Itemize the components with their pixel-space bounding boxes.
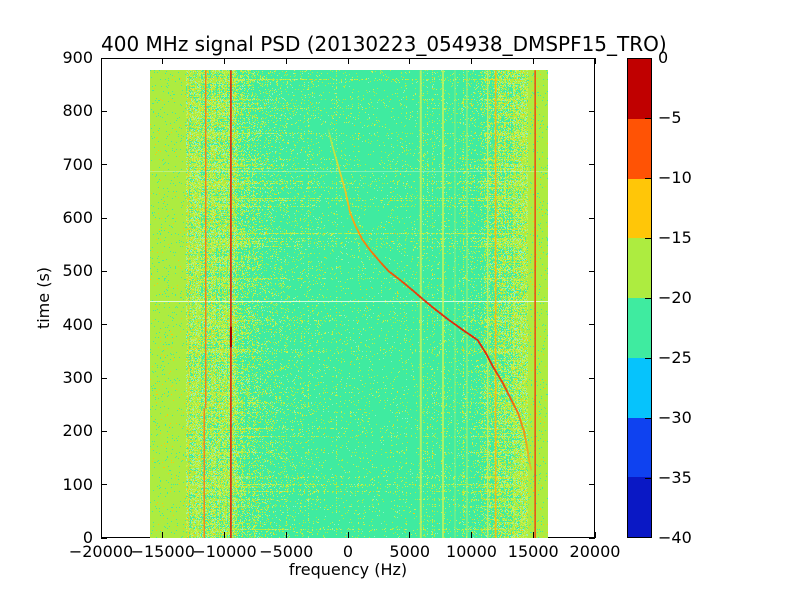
y-tick-mark (589, 537, 595, 539)
x-tick-label: 15000 (507, 542, 559, 561)
y-tick-mark (589, 217, 595, 219)
y-tick-label: 400 (62, 314, 93, 334)
x-tick-mark (162, 58, 164, 64)
y-tick-label: 900 (62, 48, 93, 67)
x-tick-label: −10000 (192, 542, 257, 561)
x-tick-label: 20000 (569, 542, 621, 561)
y-tick-mark (101, 217, 107, 219)
y-tick-mark (101, 164, 107, 166)
y-tick-mark (101, 484, 107, 486)
colorbar-tick-label: −35 (658, 468, 692, 487)
y-tick-mark (589, 430, 595, 432)
x-tick-mark (594, 532, 596, 538)
colorbar-tick-mark (645, 297, 651, 299)
y-tick-mark (101, 57, 107, 59)
x-tick-mark (100, 58, 102, 64)
y-tick-label: 500 (62, 261, 93, 281)
colorbar-segment (628, 357, 651, 418)
y-tick-mark (101, 430, 107, 432)
y-tick-mark (589, 270, 595, 272)
y-tick-mark (589, 57, 595, 59)
colorbar-tick-label: −15 (658, 228, 692, 247)
colorbar-tick-label: −10 (658, 168, 692, 187)
y-tick-mark (589, 377, 595, 379)
y-tick-mark (589, 484, 595, 486)
colorbar-segment (628, 417, 651, 478)
x-tick-mark (532, 58, 534, 64)
colorbar-tick-label: −25 (658, 348, 692, 367)
y-tick-mark (101, 537, 107, 539)
y-tick-label: 100 (62, 474, 93, 494)
colorbar-tick-label: −5 (658, 108, 682, 127)
x-tick-label: −5000 (259, 542, 314, 561)
x-tick-label: −20000 (68, 542, 134, 561)
colorbar-segment (628, 178, 651, 239)
colorbar-segment (628, 238, 651, 298)
colorbar-segment (628, 118, 651, 179)
x-tick-mark (471, 58, 472, 64)
spectrogram-image (150, 70, 548, 538)
colorbar-segment (628, 59, 651, 119)
x-tick-mark (594, 58, 596, 64)
x-tick-mark (285, 532, 287, 538)
colorbar-tick-mark (645, 477, 651, 479)
y-tick-label: 600 (62, 208, 93, 227)
colorbar-tick-mark (645, 177, 651, 179)
x-axis-label: frequency (Hz) (288, 560, 408, 579)
x-tick-mark (347, 58, 349, 64)
x-tick-mark (409, 532, 411, 538)
x-tick-label: −15000 (130, 542, 195, 561)
x-tick-mark (100, 532, 102, 538)
colorbar-tick-label: −40 (658, 528, 692, 547)
colorbar-tick-label: −20 (658, 288, 692, 307)
x-tick-mark (532, 532, 534, 538)
x-tick-mark (162, 532, 164, 538)
colorbar (627, 58, 652, 538)
colorbar-tick-label: −30 (658, 408, 692, 427)
colorbar-tick-mark (645, 117, 651, 119)
x-tick-label: 0 (342, 542, 354, 561)
y-tick-label: 300 (62, 368, 93, 387)
x-tick-mark (224, 58, 225, 64)
colorbar-segment (628, 298, 651, 358)
colorbar-tick-mark (645, 357, 651, 359)
x-tick-mark (285, 58, 287, 64)
y-tick-mark (101, 377, 107, 379)
y-tick-mark (101, 110, 107, 112)
y-tick-label: 800 (62, 101, 93, 121)
y-tick-mark (101, 270, 107, 272)
x-tick-mark (409, 58, 411, 64)
x-tick-label: 5000 (389, 542, 431, 561)
y-tick-label: 0 (82, 528, 93, 547)
colorbar-tick-mark (645, 417, 651, 419)
x-tick-mark (347, 532, 349, 538)
colorbar-tick-label: 0 (658, 48, 669, 67)
x-tick-mark (224, 532, 225, 538)
y-tick-mark (589, 324, 595, 326)
y-tick-mark (589, 164, 595, 166)
y-tick-label: 700 (62, 154, 93, 174)
chart-title: 400 MHz signal PSD (20130223_054938_DMSP… (101, 32, 667, 56)
y-tick-mark (101, 324, 107, 326)
colorbar-segment (628, 477, 651, 537)
y-tick-mark (589, 110, 595, 112)
y-tick-label: 200 (62, 421, 93, 441)
x-tick-mark (471, 532, 472, 538)
colorbar-tick-mark (645, 237, 651, 239)
x-tick-label: 10000 (446, 542, 497, 561)
